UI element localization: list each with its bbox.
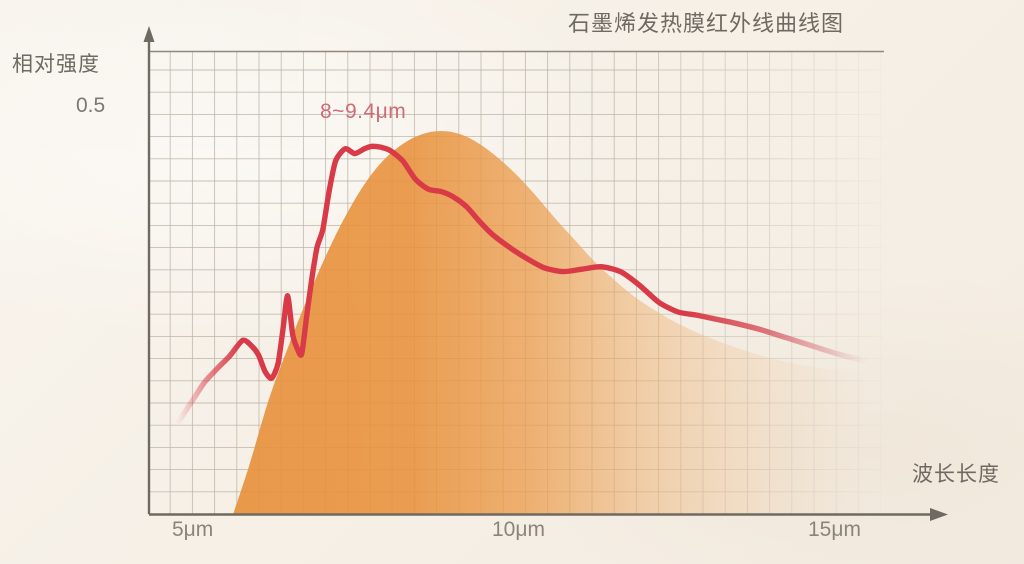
y-axis-title: 相对强度: [12, 53, 100, 76]
peak-band-annotation: 8~9.4μm: [320, 100, 407, 123]
x-axis-tick-label-5um: 5μm: [172, 518, 214, 541]
chart-title: 石墨烯发热膜红外线曲线图: [568, 11, 845, 36]
x-axis-tick-label-10um: 10μm: [492, 518, 545, 541]
arrow-right-icon: [930, 508, 948, 521]
x-axis-title: 波长长度: [912, 463, 1000, 486]
y-axis-tick-label: 0.5: [76, 94, 106, 117]
ir-curve-line: [176, 143, 867, 424]
x-axis-tick-label-15um: 15μm: [808, 518, 861, 541]
arrow-up-icon: [143, 26, 155, 42]
blackbody-area: [233, 131, 864, 514]
